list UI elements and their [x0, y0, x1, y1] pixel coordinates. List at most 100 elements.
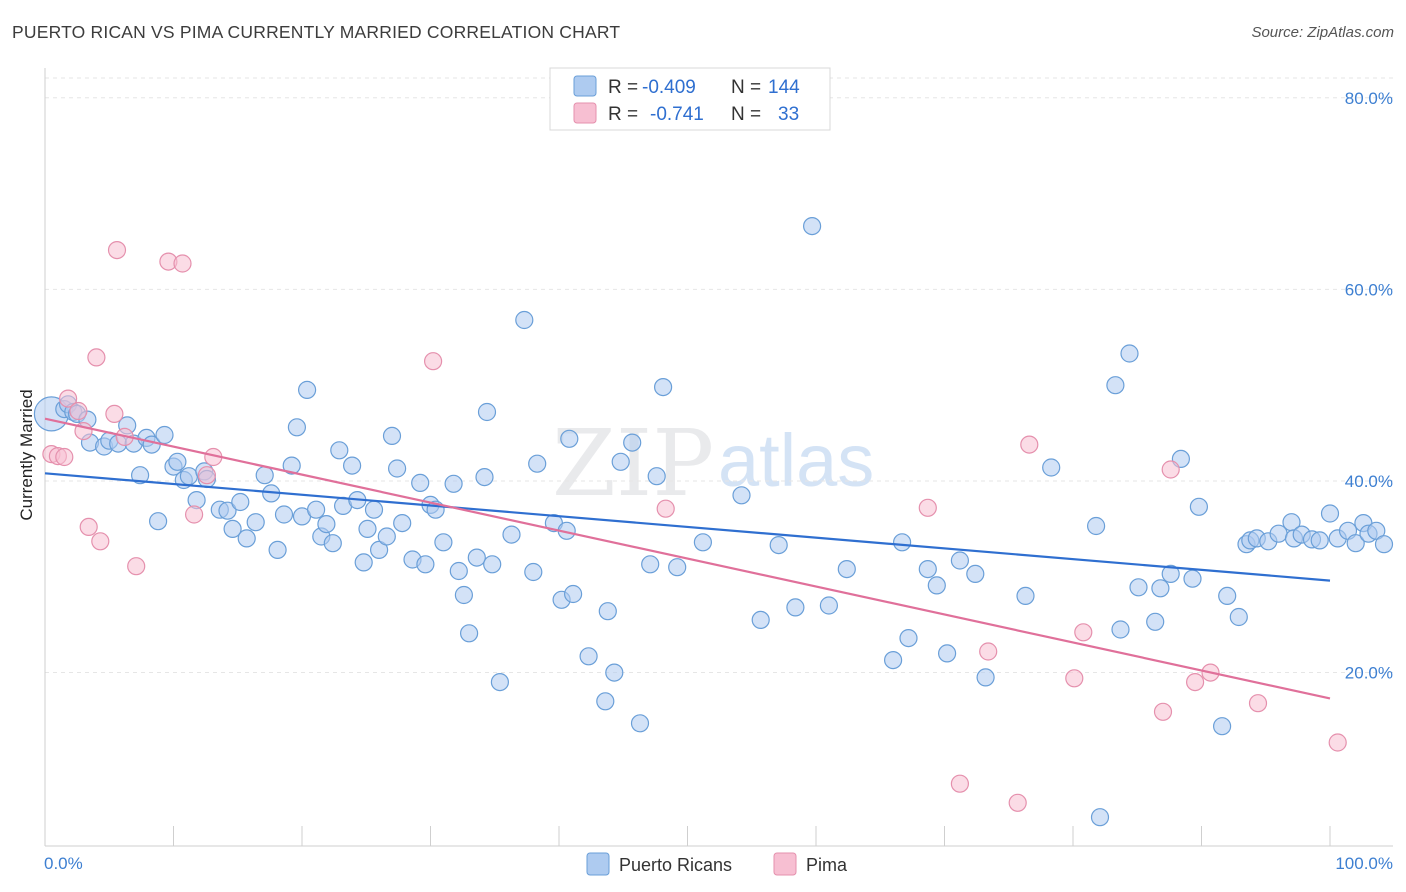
point-pima-23	[1008, 793, 1027, 812]
point-pima-4	[69, 401, 88, 421]
point-pima-12	[127, 557, 146, 576]
trend-line-pima	[44, 417, 1331, 700]
point-puerto-ricans-93	[786, 598, 805, 617]
point-pima-10	[107, 241, 127, 260]
point-puerto-ricans-118	[1183, 569, 1202, 588]
point-puerto-ricans-101	[927, 576, 946, 595]
point-puerto-ricans-111	[1111, 620, 1130, 639]
x-tick-label-1: 100.0%	[1335, 854, 1393, 873]
point-puerto-ricans-87	[653, 378, 673, 397]
point-puerto-ricans-84	[630, 714, 650, 733]
point-pima-15	[185, 505, 204, 524]
point-puerto-ricans-94	[802, 217, 822, 236]
y-tick-labels: 20.0% 40.0% 60.0% 80.0%	[1345, 89, 1393, 683]
point-puerto-ricans-68	[490, 672, 509, 692]
point-pima-8	[91, 532, 110, 551]
point-puerto-ricans-35	[287, 418, 306, 437]
point-pima-24	[1020, 435, 1039, 454]
series-puerto-ricans	[33, 217, 1394, 827]
point-puerto-ricans-132	[1310, 531, 1329, 550]
point-puerto-ricans-72	[528, 454, 547, 473]
point-puerto-ricans-95	[819, 596, 839, 615]
point-puerto-ricans-71	[524, 562, 543, 582]
point-puerto-ricans-96	[837, 559, 856, 579]
point-puerto-ricans-139	[1367, 521, 1386, 540]
point-puerto-ricans-53	[393, 513, 412, 533]
point-pima-19	[656, 499, 675, 518]
point-puerto-ricans-79	[596, 692, 615, 711]
x-tick-labels: 0.0% 100.0%	[44, 854, 1393, 873]
y-tick-label-1: 40.0%	[1345, 472, 1393, 491]
point-puerto-ricans-108	[1086, 516, 1106, 536]
point-puerto-ricans-25	[218, 501, 237, 520]
legend-r-value-0: -0.409	[642, 77, 696, 98]
series-pima	[42, 241, 1347, 812]
y-tick-label-0: 20.0%	[1345, 664, 1393, 683]
point-puerto-ricans-92	[769, 535, 788, 555]
point-puerto-ricans-116	[1161, 564, 1180, 584]
point-puerto-ricans-38	[307, 500, 326, 519]
point-puerto-ricans-80	[598, 602, 617, 621]
point-puerto-ricans-29	[246, 513, 265, 532]
point-puerto-ricans-109	[1090, 808, 1110, 827]
bottom-legend-swatch-pima	[773, 852, 797, 876]
point-puerto-ricans-112	[1120, 344, 1139, 363]
point-pima-26	[1074, 623, 1093, 642]
point-puerto-ricans-65	[475, 468, 494, 487]
legend-swatch-pima	[573, 102, 597, 124]
point-pima-29	[1185, 672, 1205, 692]
point-puerto-ricans-136	[1346, 534, 1365, 553]
point-puerto-ricans-77	[563, 584, 583, 604]
point-puerto-ricans-49	[370, 540, 389, 560]
point-puerto-ricans-102	[937, 644, 957, 663]
watermark-zip: ZIP	[552, 410, 714, 517]
source-note: Source: ZipAtlas.com	[1251, 24, 1394, 41]
point-puerto-ricans-61	[449, 561, 468, 581]
point-pima-14	[173, 254, 192, 273]
legend-n-label-1: N =	[731, 104, 761, 125]
point-puerto-ricans-70	[515, 310, 534, 330]
legend-swatch-puerto-ricans	[573, 75, 597, 97]
point-pima-22	[979, 642, 998, 661]
point-puerto-ricans-122	[1229, 607, 1248, 627]
point-puerto-ricans-90	[732, 486, 751, 505]
point-puerto-ricans-113	[1129, 578, 1148, 597]
watermark: ZIP atlas	[552, 410, 874, 517]
point-pima-32	[1328, 733, 1347, 752]
point-puerto-ricans-64	[467, 548, 486, 567]
point-pima-27	[1153, 702, 1173, 721]
point-puerto-ricans-55	[411, 473, 430, 492]
point-puerto-ricans-62	[454, 585, 473, 605]
point-puerto-ricans-18	[168, 452, 187, 471]
y-tick-label-2: 60.0%	[1345, 280, 1393, 299]
point-puerto-ricans-83	[623, 433, 642, 452]
point-puerto-ricans-82	[611, 452, 630, 471]
point-puerto-ricans-47	[358, 519, 377, 539]
legend-r-label-0: R =	[608, 77, 638, 98]
point-puerto-ricans-66	[477, 402, 497, 422]
x-tick-label-0: 0.0%	[44, 854, 83, 873]
bottom-legend-label-pima: Pima	[806, 855, 848, 875]
legend-n-value-1: 33	[778, 104, 799, 125]
point-puerto-ricans-67	[483, 555, 502, 574]
point-pima-7	[87, 348, 106, 367]
point-puerto-ricans-99	[899, 628, 918, 648]
point-puerto-ricans-16	[155, 425, 174, 445]
trend-line-puerto-ricans	[44, 472, 1331, 582]
point-pima-9	[105, 404, 124, 423]
point-puerto-ricans-120	[1212, 717, 1232, 736]
point-puerto-ricans-110	[1106, 376, 1125, 395]
point-puerto-ricans-44	[343, 456, 362, 475]
point-puerto-ricans-119	[1189, 497, 1209, 516]
point-puerto-ricans-100	[918, 559, 937, 579]
bottom-legend-label-puerto-ricans: Puerto Ricans	[619, 855, 732, 875]
point-puerto-ricans-97	[883, 650, 903, 670]
point-puerto-ricans-28	[237, 529, 256, 548]
point-puerto-ricans-105	[976, 668, 995, 687]
point-puerto-ricans-85	[641, 555, 660, 574]
point-puerto-ricans-106	[1016, 586, 1035, 606]
bottom-legend-swatch-puerto-ricans	[586, 852, 610, 876]
point-puerto-ricans-33	[274, 505, 294, 524]
point-puerto-ricans-115	[1151, 579, 1170, 598]
